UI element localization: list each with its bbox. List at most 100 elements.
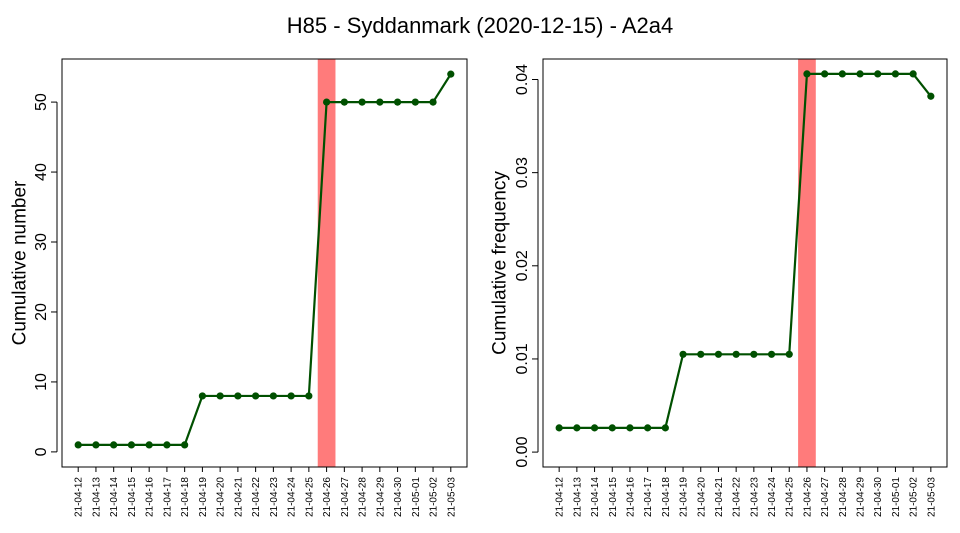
- x-tick-label: 21-04-23: [749, 477, 760, 517]
- data-point: [411, 98, 419, 106]
- data-point: [874, 70, 882, 78]
- data-point: [358, 98, 366, 106]
- data-point: [821, 70, 829, 78]
- data-point: [145, 441, 153, 449]
- x-tick-label: 21-04-30: [873, 477, 884, 517]
- data-point: [803, 70, 811, 78]
- data-point: [626, 424, 634, 432]
- data-point: [697, 350, 705, 358]
- x-tick-label: 21-04-29: [375, 477, 386, 517]
- data-point: [750, 350, 758, 358]
- x-tick-label: 21-04-22: [251, 477, 262, 517]
- y-axis-label: Cumulative number: [10, 180, 31, 345]
- data-point: [644, 424, 652, 432]
- x-tick-label: 21-04-19: [198, 477, 209, 517]
- data-point: [447, 70, 455, 78]
- data-point: [181, 441, 189, 449]
- x-tick-label: 21-05-02: [909, 477, 920, 517]
- x-tick-label: 21-04-12: [555, 477, 566, 517]
- data-point: [305, 392, 313, 400]
- x-tick-label: 21-04-18: [661, 477, 672, 517]
- x-tick-label: 21-04-29: [856, 477, 867, 517]
- series-line: [78, 73, 452, 446]
- y-tick-label: 0.02: [514, 250, 531, 281]
- data-point: [714, 350, 723, 358]
- x-tick-label: 21-04-16: [625, 477, 636, 517]
- chart-title: H85 - Syddanmark (2020-12-15) - A2a4: [287, 13, 673, 38]
- data-point: [110, 441, 118, 449]
- x-tick-label: 21-05-01: [891, 477, 902, 517]
- x-tick-label: 21-04-13: [572, 477, 583, 517]
- data-point: [785, 350, 793, 358]
- y-tick-label: 0: [33, 447, 50, 456]
- x-tick-label: 21-04-26: [802, 477, 813, 517]
- x-tick-label: 21-04-19: [679, 477, 690, 517]
- x-tick-label: 21-04-17: [162, 477, 173, 517]
- chart-panel-1: 0 10 20 30 40 50 Cumulative number 21-04-12 21-0…: [10, 58, 468, 517]
- x-tick-label: 21-04-12: [74, 477, 85, 517]
- data-point: [891, 70, 900, 78]
- x-tick-label: 21-05-02: [429, 477, 440, 517]
- data-point: [216, 392, 224, 400]
- data-point: [92, 441, 100, 449]
- data-point: [340, 98, 348, 106]
- data-point: [252, 392, 260, 400]
- x-tick-label: 21-04-24: [767, 477, 778, 517]
- x-tick-label: 21-04-25: [304, 477, 315, 517]
- x-tick-label: 21-04-17: [643, 477, 654, 517]
- x-tick-label: 21-04-21: [233, 477, 244, 517]
- y-tick-label: 0.03: [514, 157, 531, 188]
- series-line: [559, 72, 932, 429]
- data-point: [679, 350, 687, 358]
- data-point: [838, 70, 846, 78]
- data-point: [856, 70, 864, 78]
- chart-panel-2: 0.00 0.01 0.02 0.03 0.04 Cumulative frequency…: [490, 58, 948, 517]
- data-point: [767, 350, 776, 358]
- data-point: [573, 424, 581, 432]
- plot-frame: [61, 58, 468, 468]
- x-tick-label: 21-04-20: [216, 477, 227, 517]
- x-tick-label: 21-04-28: [838, 477, 849, 517]
- x-tick-label: 21-04-25: [785, 477, 796, 517]
- x-tick-label: 21-05-03: [446, 477, 457, 517]
- y-axis-label: Cumulative frequency: [490, 171, 511, 355]
- data-point: [74, 441, 82, 449]
- x-tick-label: 21-04-22: [732, 477, 743, 517]
- y-tick-label: 0.04: [514, 64, 531, 95]
- data-point: [323, 98, 331, 106]
- x-tick-label: 21-04-15: [127, 477, 138, 517]
- x-tick-label: 21-04-14: [590, 477, 601, 517]
- y-tick-label: 0.00: [514, 436, 531, 467]
- y-tick-label: 20: [33, 303, 50, 321]
- data-point: [732, 350, 740, 358]
- data-point: [608, 424, 616, 432]
- y-tick-label: 50: [33, 93, 50, 111]
- plot-frame: [542, 58, 948, 468]
- y-tick-label: 0.01: [514, 343, 531, 374]
- x-tick-label: 21-04-18: [180, 477, 191, 517]
- x-tick-label: 21-04-24: [287, 477, 298, 517]
- data-point: [234, 392, 242, 400]
- x-tick-label: 21-04-13: [91, 477, 102, 517]
- data-point: [163, 441, 171, 449]
- y-tick-label: 10: [33, 373, 50, 391]
- data-point: [909, 70, 917, 78]
- data-point: [429, 98, 437, 106]
- data-point: [376, 98, 384, 106]
- x-tick-label: 21-04-21: [714, 477, 725, 517]
- data-point: [127, 441, 136, 449]
- x-tick-label: 21-04-14: [109, 477, 120, 517]
- data-point: [555, 424, 563, 432]
- x-tick-label: 21-05-01: [411, 477, 422, 517]
- x-tick-label: 21-04-16: [145, 477, 156, 517]
- x-tick-label: 21-05-03: [926, 477, 937, 517]
- y-tick-label: 30: [33, 233, 50, 251]
- x-tick-label: 21-04-15: [608, 477, 619, 517]
- x-tick-label: 21-04-26: [322, 477, 333, 517]
- data-point: [393, 98, 402, 106]
- data-point: [661, 424, 669, 432]
- x-tick-label: 21-04-30: [393, 477, 404, 517]
- data-point: [590, 424, 599, 432]
